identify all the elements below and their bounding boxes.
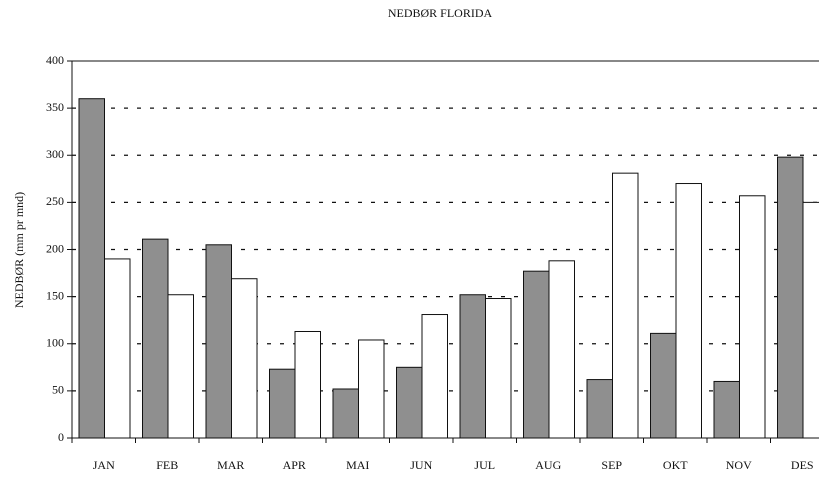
x-tick-label: MAI bbox=[346, 458, 369, 472]
y-tick-label: 350 bbox=[46, 100, 64, 114]
bar bbox=[104, 258, 131, 439]
y-tick-label: 200 bbox=[46, 241, 64, 255]
bar bbox=[650, 332, 677, 439]
x-tick-label: APR bbox=[283, 458, 306, 472]
bar bbox=[548, 260, 575, 439]
bar bbox=[485, 298, 512, 439]
x-tick-label: FEB bbox=[156, 458, 178, 472]
bar bbox=[523, 270, 550, 439]
bar bbox=[294, 330, 321, 439]
y-tick-label: 0 bbox=[58, 430, 64, 444]
bar bbox=[586, 379, 613, 439]
bar bbox=[269, 368, 296, 439]
x-tick-label: JAN bbox=[93, 458, 115, 472]
y-tick-label: 150 bbox=[46, 288, 64, 302]
x-tick-label: NOV bbox=[726, 458, 752, 472]
y-tick-label: 400 bbox=[46, 53, 64, 67]
bar bbox=[396, 366, 423, 439]
y-tick-label: 250 bbox=[46, 194, 64, 208]
bar bbox=[231, 278, 258, 439]
bar bbox=[777, 156, 804, 439]
x-tick-label: JUN bbox=[410, 458, 432, 472]
chart-title: NEDBØR FLORIDA bbox=[388, 6, 493, 20]
x-tick-label: MAR bbox=[217, 458, 244, 472]
bar bbox=[167, 294, 194, 439]
bar bbox=[421, 314, 448, 439]
x-tick-label: JUL bbox=[474, 458, 495, 472]
bar bbox=[675, 183, 702, 439]
bar bbox=[612, 172, 639, 439]
y-tick-label: 50 bbox=[52, 383, 64, 397]
bar bbox=[802, 201, 819, 439]
bar bbox=[713, 380, 740, 439]
bar bbox=[739, 195, 766, 439]
bar bbox=[358, 339, 385, 439]
y-tick-label: 300 bbox=[46, 147, 64, 161]
x-tick-label: DES bbox=[791, 458, 814, 472]
x-tick-label: AUG bbox=[535, 458, 561, 472]
y-axis-label: NEDBØR (mm pr mnd) bbox=[12, 192, 26, 308]
bar bbox=[332, 388, 359, 439]
x-tick-label: OKT bbox=[663, 458, 688, 472]
bar bbox=[78, 98, 105, 439]
bar bbox=[142, 238, 169, 439]
x-tick-label: SEP bbox=[601, 458, 622, 472]
y-tick-label: 100 bbox=[46, 336, 64, 350]
bar bbox=[459, 294, 486, 439]
bar bbox=[205, 244, 232, 439]
